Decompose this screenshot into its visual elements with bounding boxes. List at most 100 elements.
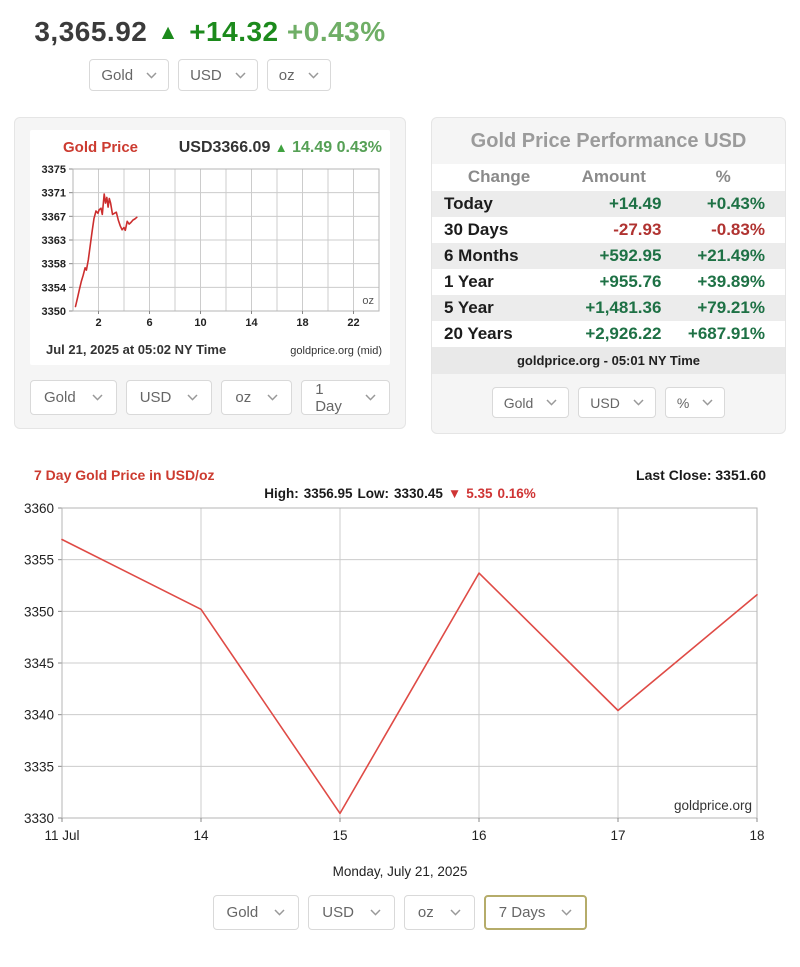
svg-text:15: 15: [332, 828, 347, 843]
week-change-value: 5.35: [466, 486, 493, 501]
select-value: Gold: [226, 904, 259, 921]
svg-text:10: 10: [194, 317, 206, 329]
select-value: Gold: [44, 389, 76, 406]
chevron-down-icon: [702, 399, 713, 406]
spot-price: 3,365.92: [34, 16, 148, 47]
svg-text:3355: 3355: [24, 553, 54, 568]
select-value: oz: [417, 904, 434, 921]
column-header-change: Change: [467, 167, 531, 186]
mini-chart-title: Gold Price: [63, 139, 139, 156]
currency-select[interactable]: USD: [178, 59, 258, 91]
up-triangle-icon: ▲: [274, 140, 288, 155]
percent-value: +0.43%: [706, 194, 765, 213]
panels-row: Gold Price USD3366.09 ▲ 14.49 0.43% 3375…: [14, 117, 786, 434]
period-label: 1 Year: [444, 272, 494, 291]
up-triangle-icon: ▲: [157, 21, 179, 44]
down-triangle-icon: ▼: [447, 486, 462, 501]
table-row: 1 Year +955.76 +39.89%: [432, 269, 785, 295]
svg-text:3350: 3350: [42, 306, 66, 318]
svg-text:3371: 3371: [42, 188, 66, 200]
svg-text:17: 17: [610, 828, 625, 843]
metal-select[interactable]: Gold: [491, 387, 570, 418]
unit-select[interactable]: oz: [266, 59, 331, 91]
mode-select[interactable]: %: [664, 387, 726, 418]
svg-text:3375: 3375: [42, 164, 66, 176]
week-chart-title: 7 Day Gold Price in USD/oz: [34, 467, 215, 483]
currency-select[interactable]: USD: [125, 380, 213, 415]
svg-text:3354: 3354: [42, 282, 67, 294]
gold-price-chart-panel: Gold Price USD3366.09 ▲ 14.49 0.43% 3375…: [14, 117, 406, 429]
chevron-down-icon: [633, 399, 644, 406]
price-change: +14.32: [189, 16, 279, 47]
svg-text:14: 14: [193, 828, 209, 843]
period-label: 6 Months: [444, 246, 519, 265]
svg-text:3335: 3335: [24, 759, 54, 774]
chevron-down-icon: [308, 71, 319, 79]
percent-value: -0.83%: [711, 220, 765, 239]
column-header-percent: %: [715, 167, 731, 186]
table-row: 5 Year +1,481.36 +79.21%: [432, 295, 785, 321]
select-value: USD: [322, 904, 354, 921]
low-label: Low:: [357, 486, 390, 501]
amount-value: +14.49: [608, 194, 662, 213]
currency-select[interactable]: USD: [578, 387, 656, 418]
svg-text:oz: oz: [362, 295, 374, 307]
price-change-percent: +0.43%: [286, 16, 386, 47]
svg-text:3367: 3367: [42, 211, 66, 223]
price-header: 3,365.92 ▲ +14.32 +0.43% Gold USD oz: [14, 16, 406, 91]
svg-text:goldprice.org: goldprice.org: [674, 798, 752, 813]
select-value: oz: [278, 66, 295, 84]
chart-source: goldprice.org (mid): [290, 345, 382, 357]
metal-select[interactable]: Gold: [30, 380, 117, 415]
svg-text:3350: 3350: [24, 604, 54, 619]
range-select[interactable]: 1 Day: [301, 380, 390, 415]
svg-text:22: 22: [347, 317, 359, 329]
select-value: 7 Days: [498, 904, 546, 921]
svg-text:3330: 3330: [24, 811, 54, 826]
chevron-down-icon: [561, 909, 572, 916]
seven-day-section: 7 Day Gold Price in USD/oz Last Close: 3…: [0, 467, 800, 930]
svg-text:14: 14: [245, 317, 258, 329]
last-close-value: Last Close: 3351.60: [636, 467, 766, 483]
column-header-amount: Amount: [581, 167, 646, 186]
period-label: 20 Years: [444, 324, 513, 343]
table-row: 20 Years +2,926.22 +687.91%: [432, 321, 785, 347]
unit-select[interactable]: oz: [403, 895, 475, 930]
header-selectors: Gold USD oz: [14, 59, 406, 91]
chevron-down-icon: [370, 909, 381, 916]
amount-value: +955.76: [599, 272, 662, 291]
mini-chart-quote: USD3366.09 ▲ 14.49 0.43%: [179, 139, 382, 157]
high-low-line: High: 3356.95 Low: 3330.45 ▼ 5.35 0.16%: [0, 486, 800, 501]
svg-text:18: 18: [749, 828, 764, 843]
period-label: 5 Year: [444, 298, 494, 317]
amount-value: -27.93: [613, 220, 662, 239]
performance-table: Change Amount % Today +14.49 +0.43% 30 Days…: [432, 164, 785, 347]
chevron-down-icon: [546, 399, 557, 406]
quote-change: 14.49: [292, 139, 333, 156]
svg-text:16: 16: [471, 828, 486, 843]
select-value: USD: [139, 389, 172, 406]
select-value: USD: [190, 66, 222, 84]
currency-select[interactable]: USD: [308, 895, 395, 930]
range-select[interactable]: 7 Days: [483, 895, 588, 930]
svg-text:3363: 3363: [42, 235, 66, 247]
week-change-percent: 0.16%: [497, 486, 536, 501]
chart-timestamp: Jul 21, 2025 at 05:02 NY Time: [46, 342, 227, 357]
high-label: High:: [264, 486, 299, 501]
unit-select[interactable]: oz: [221, 380, 293, 415]
select-value: Gold: [503, 394, 534, 411]
performance-title: Gold Price Performance USD: [470, 130, 747, 152]
seven-day-line-chart: 3360 3355 3350 3345 3340 3335 3330 11 Jul 14 15 16…: [24, 501, 765, 843]
metal-select[interactable]: Gold: [212, 895, 300, 930]
svg-text:3340: 3340: [24, 708, 54, 723]
high-value: 3356.95: [303, 486, 353, 501]
metal-select[interactable]: Gold: [89, 59, 170, 91]
chevron-down-icon: [274, 909, 285, 916]
amount-value: +1,481.36: [585, 298, 662, 317]
quote-change-percent: 0.43%: [336, 139, 382, 156]
percent-value: +79.21%: [697, 298, 765, 317]
week-chart-selectors: Gold USD oz 7 Days: [0, 895, 800, 930]
percent-value: +687.91%: [687, 324, 765, 343]
table-row: Today +14.49 +0.43%: [432, 191, 785, 217]
